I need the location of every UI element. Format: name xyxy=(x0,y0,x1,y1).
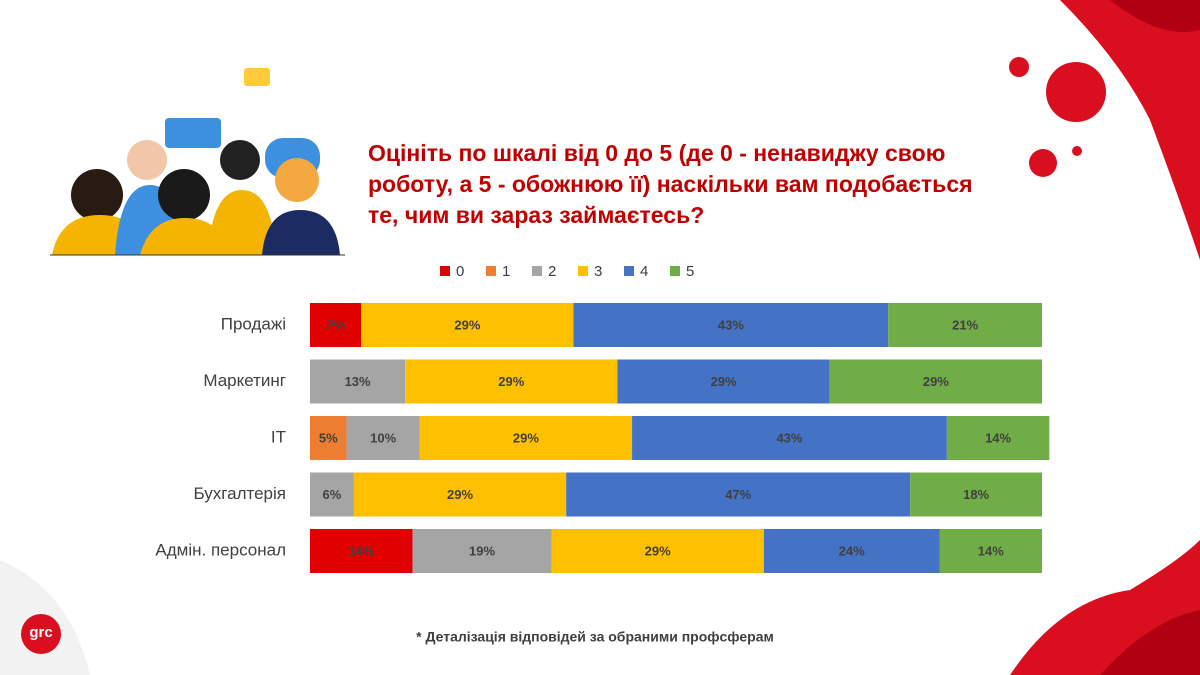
data-label: 29% xyxy=(447,487,473,502)
legend-swatch xyxy=(670,266,680,276)
bar-segment xyxy=(573,303,889,347)
data-label: 7% xyxy=(326,317,345,332)
bar-segment xyxy=(310,359,406,404)
bar-segment xyxy=(617,359,830,404)
bar-segment xyxy=(566,472,911,517)
bar-segment xyxy=(346,416,420,460)
data-label: 14% xyxy=(978,543,1004,558)
data-label: 14% xyxy=(985,430,1011,445)
bar-segment xyxy=(310,416,347,460)
data-label: 47% xyxy=(725,487,751,502)
y-tick-label: Бухгалтерія xyxy=(194,484,286,503)
data-label: 5% xyxy=(319,430,338,445)
bar-segment xyxy=(910,472,1042,517)
legend-swatch xyxy=(440,266,450,276)
bar-segment xyxy=(310,529,413,573)
bar-segment xyxy=(405,359,618,404)
data-label: 29% xyxy=(498,374,524,389)
y-tick-label: Адмін. персонал xyxy=(155,540,286,559)
data-label: 6% xyxy=(323,487,342,502)
legend-label: 1 xyxy=(502,263,510,280)
data-label: 13% xyxy=(345,374,371,389)
bar-segment xyxy=(946,416,1050,460)
data-label: 14% xyxy=(348,543,374,558)
legend-label: 4 xyxy=(640,263,648,280)
y-tick-label: Маркетинг xyxy=(203,371,286,390)
data-label: 21% xyxy=(952,317,978,332)
illustration xyxy=(50,68,345,256)
footnote: * Деталізація відповідей за обраними про… xyxy=(416,629,774,645)
data-label: 29% xyxy=(645,543,671,558)
data-label: 29% xyxy=(923,374,949,389)
data-label: 43% xyxy=(718,317,744,332)
data-label: 19% xyxy=(469,543,495,558)
legend-swatch xyxy=(624,266,634,276)
y-tick-label: Продажі xyxy=(221,314,286,333)
y-tick-label: IT xyxy=(271,427,286,446)
bar-segment xyxy=(310,303,362,347)
legend-label: 2 xyxy=(548,263,556,280)
bar-segment xyxy=(763,529,940,573)
bar-segment xyxy=(419,416,633,460)
legend-label: 5 xyxy=(686,263,694,280)
bar-segment xyxy=(632,416,947,460)
chart-title: Оцініть по шкалі від 0 до 5 (де 0 - нена… xyxy=(368,140,973,228)
legend-swatch xyxy=(486,266,496,276)
data-label: 29% xyxy=(513,430,539,445)
bar-segment xyxy=(412,529,552,573)
legend-swatch xyxy=(532,266,542,276)
data-label: 29% xyxy=(454,317,480,332)
bar-segment xyxy=(939,529,1042,573)
data-label: 18% xyxy=(963,487,989,502)
bar-segment xyxy=(310,472,354,517)
data-label: 29% xyxy=(711,374,737,389)
legend-label: 3 xyxy=(594,263,602,280)
bar-segment xyxy=(829,359,1042,404)
legend-label: 0 xyxy=(456,263,464,280)
legend-swatch xyxy=(578,266,588,276)
logo-circle xyxy=(21,614,61,654)
bar-segment xyxy=(361,303,574,347)
data-label: 10% xyxy=(370,430,396,445)
bar-segment xyxy=(888,303,1042,347)
data-label: 43% xyxy=(776,430,802,445)
bar-segment xyxy=(551,529,764,573)
logo: grc xyxy=(29,624,52,641)
data-label: 24% xyxy=(839,543,865,558)
bar-segment xyxy=(353,472,567,517)
